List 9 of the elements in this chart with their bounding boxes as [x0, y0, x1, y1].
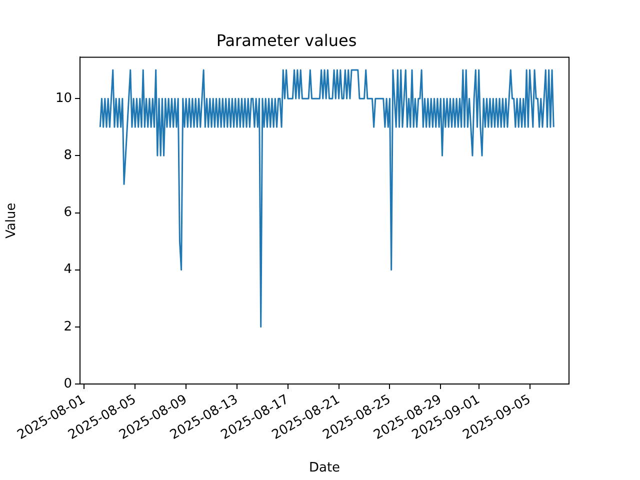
chart-title: Parameter values [216, 30, 357, 50]
y-tick-label: 8 [64, 148, 72, 164]
y-tick-label: 0 [64, 376, 72, 392]
y-tick-label: 6 [64, 205, 72, 220]
y-axis-title: Value [4, 202, 20, 238]
y-tick-label: 2 [64, 319, 72, 334]
x-axis-title: Date [308, 460, 340, 476]
y-tick-label: 4 [64, 262, 72, 278]
y-tick-label: 10 [55, 90, 72, 106]
